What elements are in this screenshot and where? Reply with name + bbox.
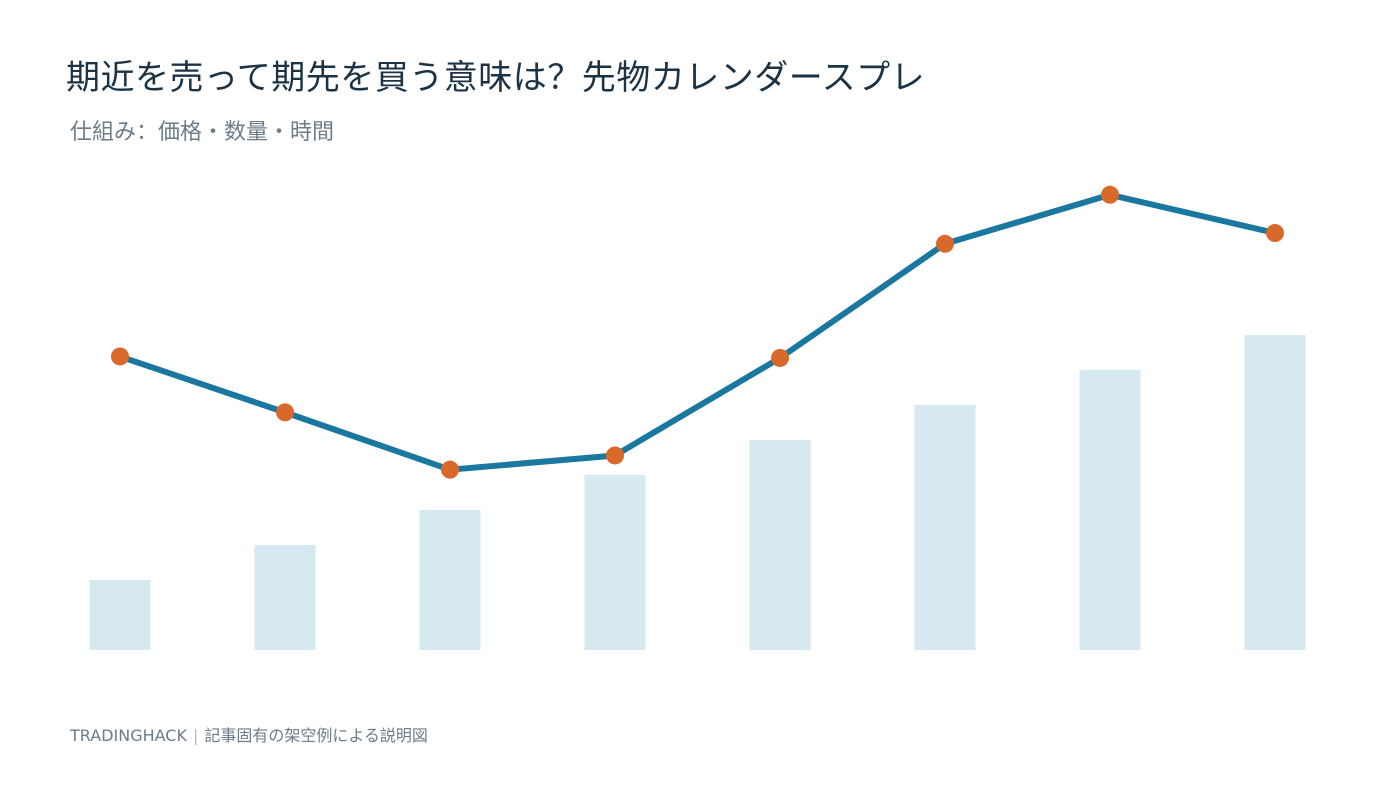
bar-5 bbox=[749, 440, 811, 650]
line-point-8 bbox=[1266, 224, 1284, 243]
marker-series bbox=[111, 185, 1284, 479]
footer-separator: | bbox=[192, 726, 199, 745]
line-point-3 bbox=[441, 460, 459, 479]
footer-note: 記事固有の架空例による説明図 bbox=[204, 726, 428, 745]
price-line bbox=[117, 191, 1278, 473]
line-point-1 bbox=[111, 347, 129, 366]
line-point-2 bbox=[276, 403, 294, 422]
footer-brand: TRADINGHACK bbox=[70, 726, 187, 745]
bar-series bbox=[89, 335, 1306, 650]
chart-title: 期近を売って期先を買う意味は？先物カレンダースプレ bbox=[66, 58, 926, 98]
line-point-5 bbox=[771, 348, 789, 367]
line-point-7 bbox=[1101, 185, 1119, 204]
bar-1 bbox=[89, 580, 151, 650]
bar-6 bbox=[914, 405, 976, 650]
footer: TRADINGHACK | 記事固有の架空例による説明図 bbox=[70, 722, 428, 746]
chart-subtitle: 仕組み：価格・数量・時間 bbox=[70, 120, 335, 145]
bar-3 bbox=[419, 510, 481, 650]
bar-8 bbox=[1244, 335, 1306, 650]
line-series bbox=[117, 191, 1278, 473]
line-point-4 bbox=[606, 446, 624, 465]
bar-7 bbox=[1079, 370, 1141, 650]
bar-2 bbox=[254, 545, 316, 650]
bar-4 bbox=[584, 475, 646, 650]
line-point-6 bbox=[936, 234, 954, 253]
